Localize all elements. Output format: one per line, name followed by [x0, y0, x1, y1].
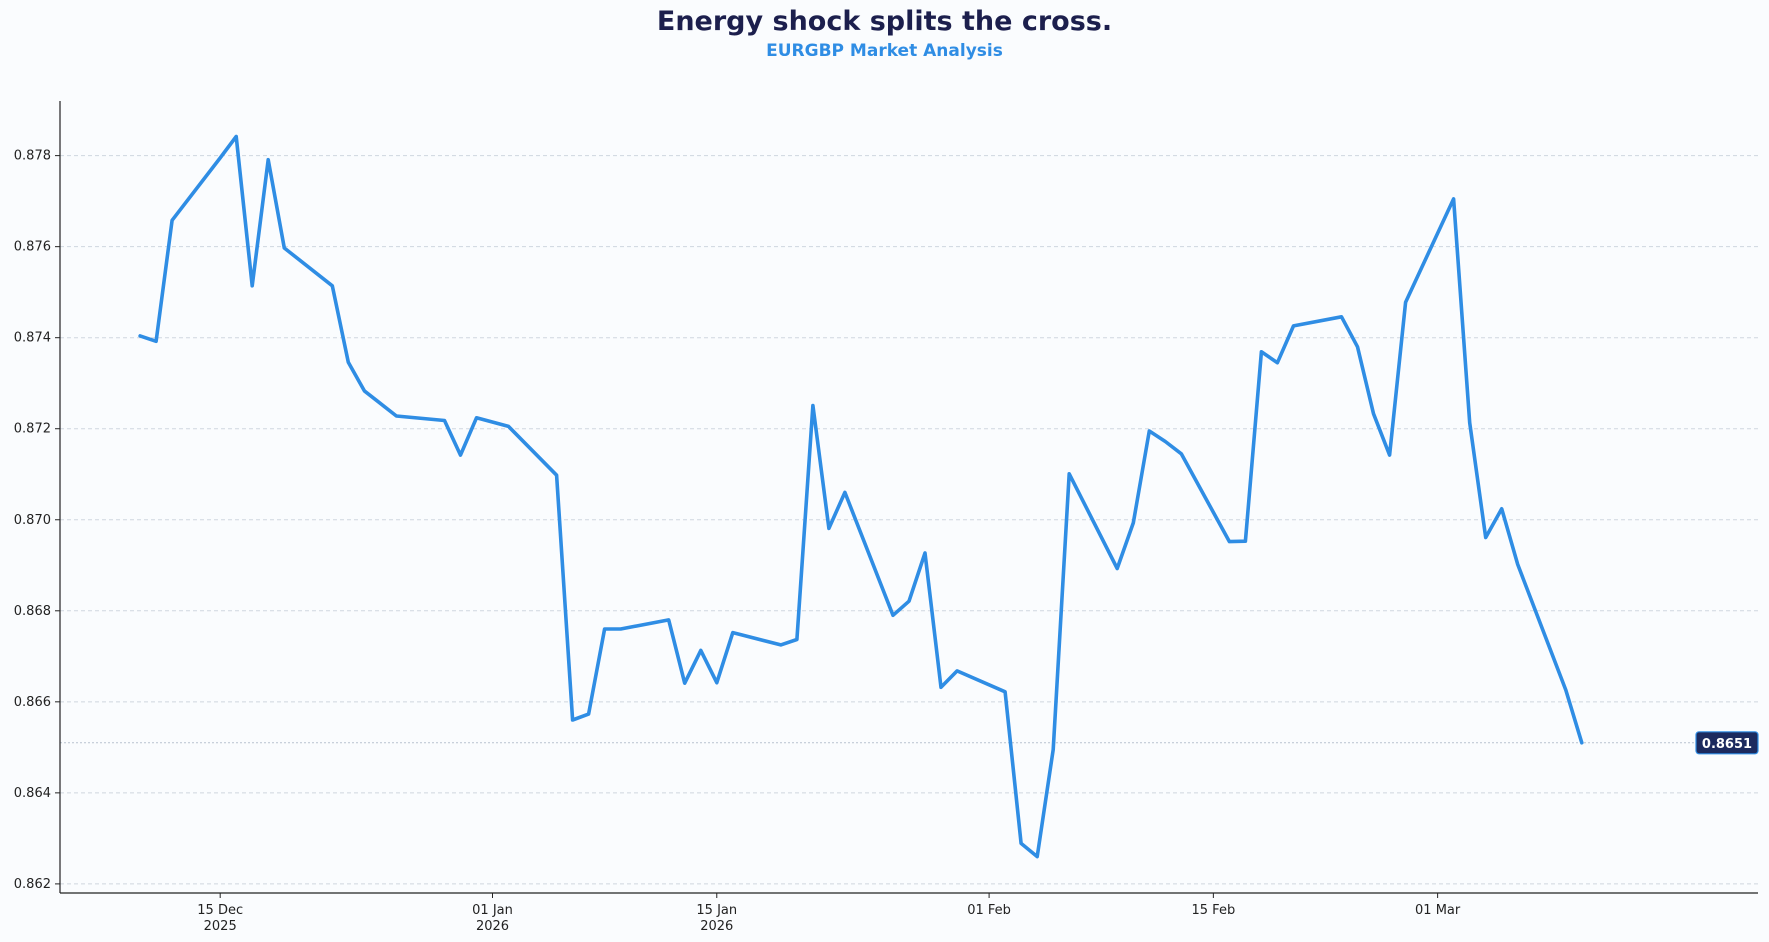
x-tick-label: 01 Feb	[967, 903, 1011, 918]
data-point	[475, 417, 478, 419]
data-point	[587, 713, 590, 715]
data-point	[171, 219, 173, 222]
data-point	[796, 638, 798, 641]
axes	[55, 101, 1758, 898]
data-point	[1004, 691, 1006, 693]
y-tick-label: 0.872	[14, 422, 51, 437]
x-tick-label: 01 Mar	[1415, 903, 1461, 918]
data-point	[1516, 563, 1519, 566]
data-point	[1244, 540, 1247, 542]
data-point	[1164, 440, 1167, 443]
x-tick-year-label: 2026	[700, 919, 733, 934]
data-point	[683, 682, 686, 684]
gridlines	[60, 155, 1758, 885]
data-point	[844, 491, 846, 494]
last-value-badge	[1695, 731, 1759, 755]
data-point	[1500, 508, 1503, 510]
data-point	[1116, 567, 1119, 570]
data-point	[1340, 315, 1343, 318]
data-point	[619, 628, 622, 630]
data-point	[139, 335, 141, 337]
series	[138, 134, 1584, 859]
data-point	[1132, 522, 1135, 524]
data-point	[908, 600, 910, 603]
data-point	[603, 628, 606, 630]
y-tick-label: 0.862	[14, 877, 51, 892]
x-tick-year-label: 2026	[476, 919, 509, 934]
x-tick-label: 15 Dec	[197, 903, 243, 918]
data-point	[828, 527, 830, 530]
data-point	[1148, 430, 1151, 432]
data-point	[1484, 536, 1487, 539]
data-point	[731, 631, 734, 634]
data-point	[1564, 689, 1567, 691]
data-point	[1372, 412, 1375, 415]
data-point	[1580, 741, 1583, 744]
data-point	[363, 390, 366, 392]
data-point	[1452, 198, 1455, 200]
y-tick-label: 0.870	[14, 513, 51, 528]
x-tick-year-label: 2025	[204, 919, 237, 934]
last-value-label: 0.8651	[1702, 737, 1752, 752]
chart-subtitle: EURGBP Market Analysis	[766, 41, 1003, 61]
data-point	[812, 404, 814, 407]
data-point	[924, 552, 926, 554]
y-tick-label: 0.874	[14, 331, 51, 346]
y-tick-label: 0.868	[14, 604, 51, 619]
data-point	[1468, 422, 1471, 424]
data-point	[956, 670, 958, 672]
data-point	[1276, 361, 1279, 364]
y-tick-label: 0.876	[14, 240, 51, 255]
x-tick-label: 15 Feb	[1192, 903, 1236, 918]
data-point	[699, 649, 702, 652]
axis-labels: 0.862 0.864 0.866 0.868 0.870 0.872 0.874 0.876…	[14, 149, 1759, 934]
data-point	[715, 681, 718, 684]
data-point	[1068, 472, 1070, 475]
data-point	[1036, 855, 1038, 858]
data-point	[1404, 301, 1407, 303]
y-tick-label: 0.864	[14, 786, 51, 801]
data-point	[283, 247, 286, 249]
data-point	[347, 361, 350, 364]
data-point	[459, 454, 462, 456]
data-point	[940, 686, 942, 689]
data-point	[780, 644, 782, 646]
data-point	[1260, 351, 1263, 353]
data-point	[1020, 842, 1022, 845]
data-point	[667, 619, 670, 621]
data-point	[267, 158, 270, 161]
data-point	[235, 135, 238, 138]
data-point	[219, 157, 221, 159]
data-point	[571, 719, 574, 721]
chart-title: Energy shock splits the cross.	[656, 6, 1113, 37]
x-tick-label: 01 Jan	[472, 903, 513, 918]
data-point	[1228, 540, 1231, 543]
data-point	[507, 425, 510, 428]
y-tick-label: 0.878	[14, 149, 51, 164]
data-point	[1356, 345, 1359, 348]
data-point	[892, 614, 894, 617]
series-line	[138, 134, 1584, 859]
data-point	[155, 340, 157, 343]
data-point	[1180, 452, 1183, 455]
data-point	[331, 285, 334, 287]
data-point	[1052, 748, 1054, 751]
data-point	[1292, 325, 1295, 327]
y-tick-label: 0.866	[14, 695, 51, 710]
data-point	[555, 474, 558, 476]
x-tick-label: 15 Jan	[696, 903, 737, 918]
data-point	[251, 285, 254, 287]
data-point	[443, 419, 446, 422]
data-point	[1388, 454, 1391, 456]
data-point	[395, 415, 398, 417]
